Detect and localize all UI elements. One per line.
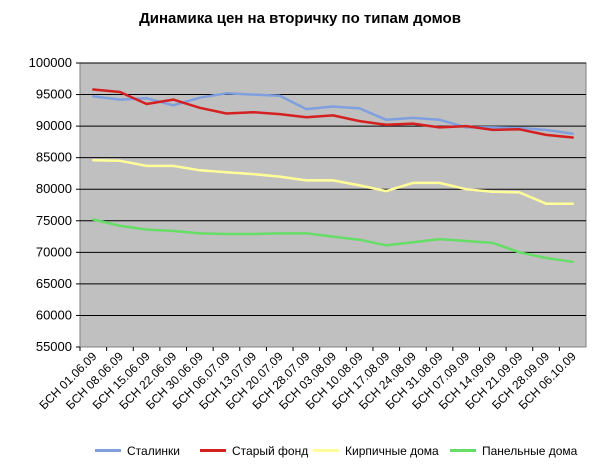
y-tick-label: 65000 xyxy=(36,276,72,291)
y-tick-label: 90000 xyxy=(36,118,72,133)
y-tick-label: 100000 xyxy=(29,55,72,70)
legend-label: Панельные дома xyxy=(482,444,578,458)
legend-swatch xyxy=(200,449,226,453)
legend-label: Сталинки xyxy=(127,444,180,458)
y-tick-label: 55000 xyxy=(36,339,72,354)
series-line-2 xyxy=(92,158,574,205)
legend-item: Кирпичные дома xyxy=(313,444,439,458)
y-tick-label: 60000 xyxy=(36,307,72,322)
series-line-3 xyxy=(92,218,574,264)
y-tick-label: 80000 xyxy=(36,181,72,196)
legend-item: Старый фонд xyxy=(200,444,308,458)
y-tick-label: 70000 xyxy=(36,244,72,259)
y-tick-label: 85000 xyxy=(36,150,72,165)
legend-swatch xyxy=(95,449,121,453)
legend: Сталинки Старый фонд Кирпичные дома Панельн… xyxy=(95,444,595,462)
series-line-1 xyxy=(92,88,574,139)
legend-item: Сталинки xyxy=(95,444,180,458)
plot-area xyxy=(79,62,587,348)
y-tick-label: 75000 xyxy=(36,213,72,228)
legend-swatch xyxy=(450,449,476,453)
y-tick-label: 95000 xyxy=(36,87,72,102)
legend-label: Старый фонд xyxy=(232,444,309,458)
legend-label: Кирпичные дома xyxy=(345,444,439,458)
series-line-0 xyxy=(92,92,574,135)
legend-item: Панельные дома xyxy=(450,444,577,458)
legend-swatch xyxy=(313,449,339,453)
chart-title: Динамика цен на вторичку по типам домов xyxy=(139,10,461,27)
